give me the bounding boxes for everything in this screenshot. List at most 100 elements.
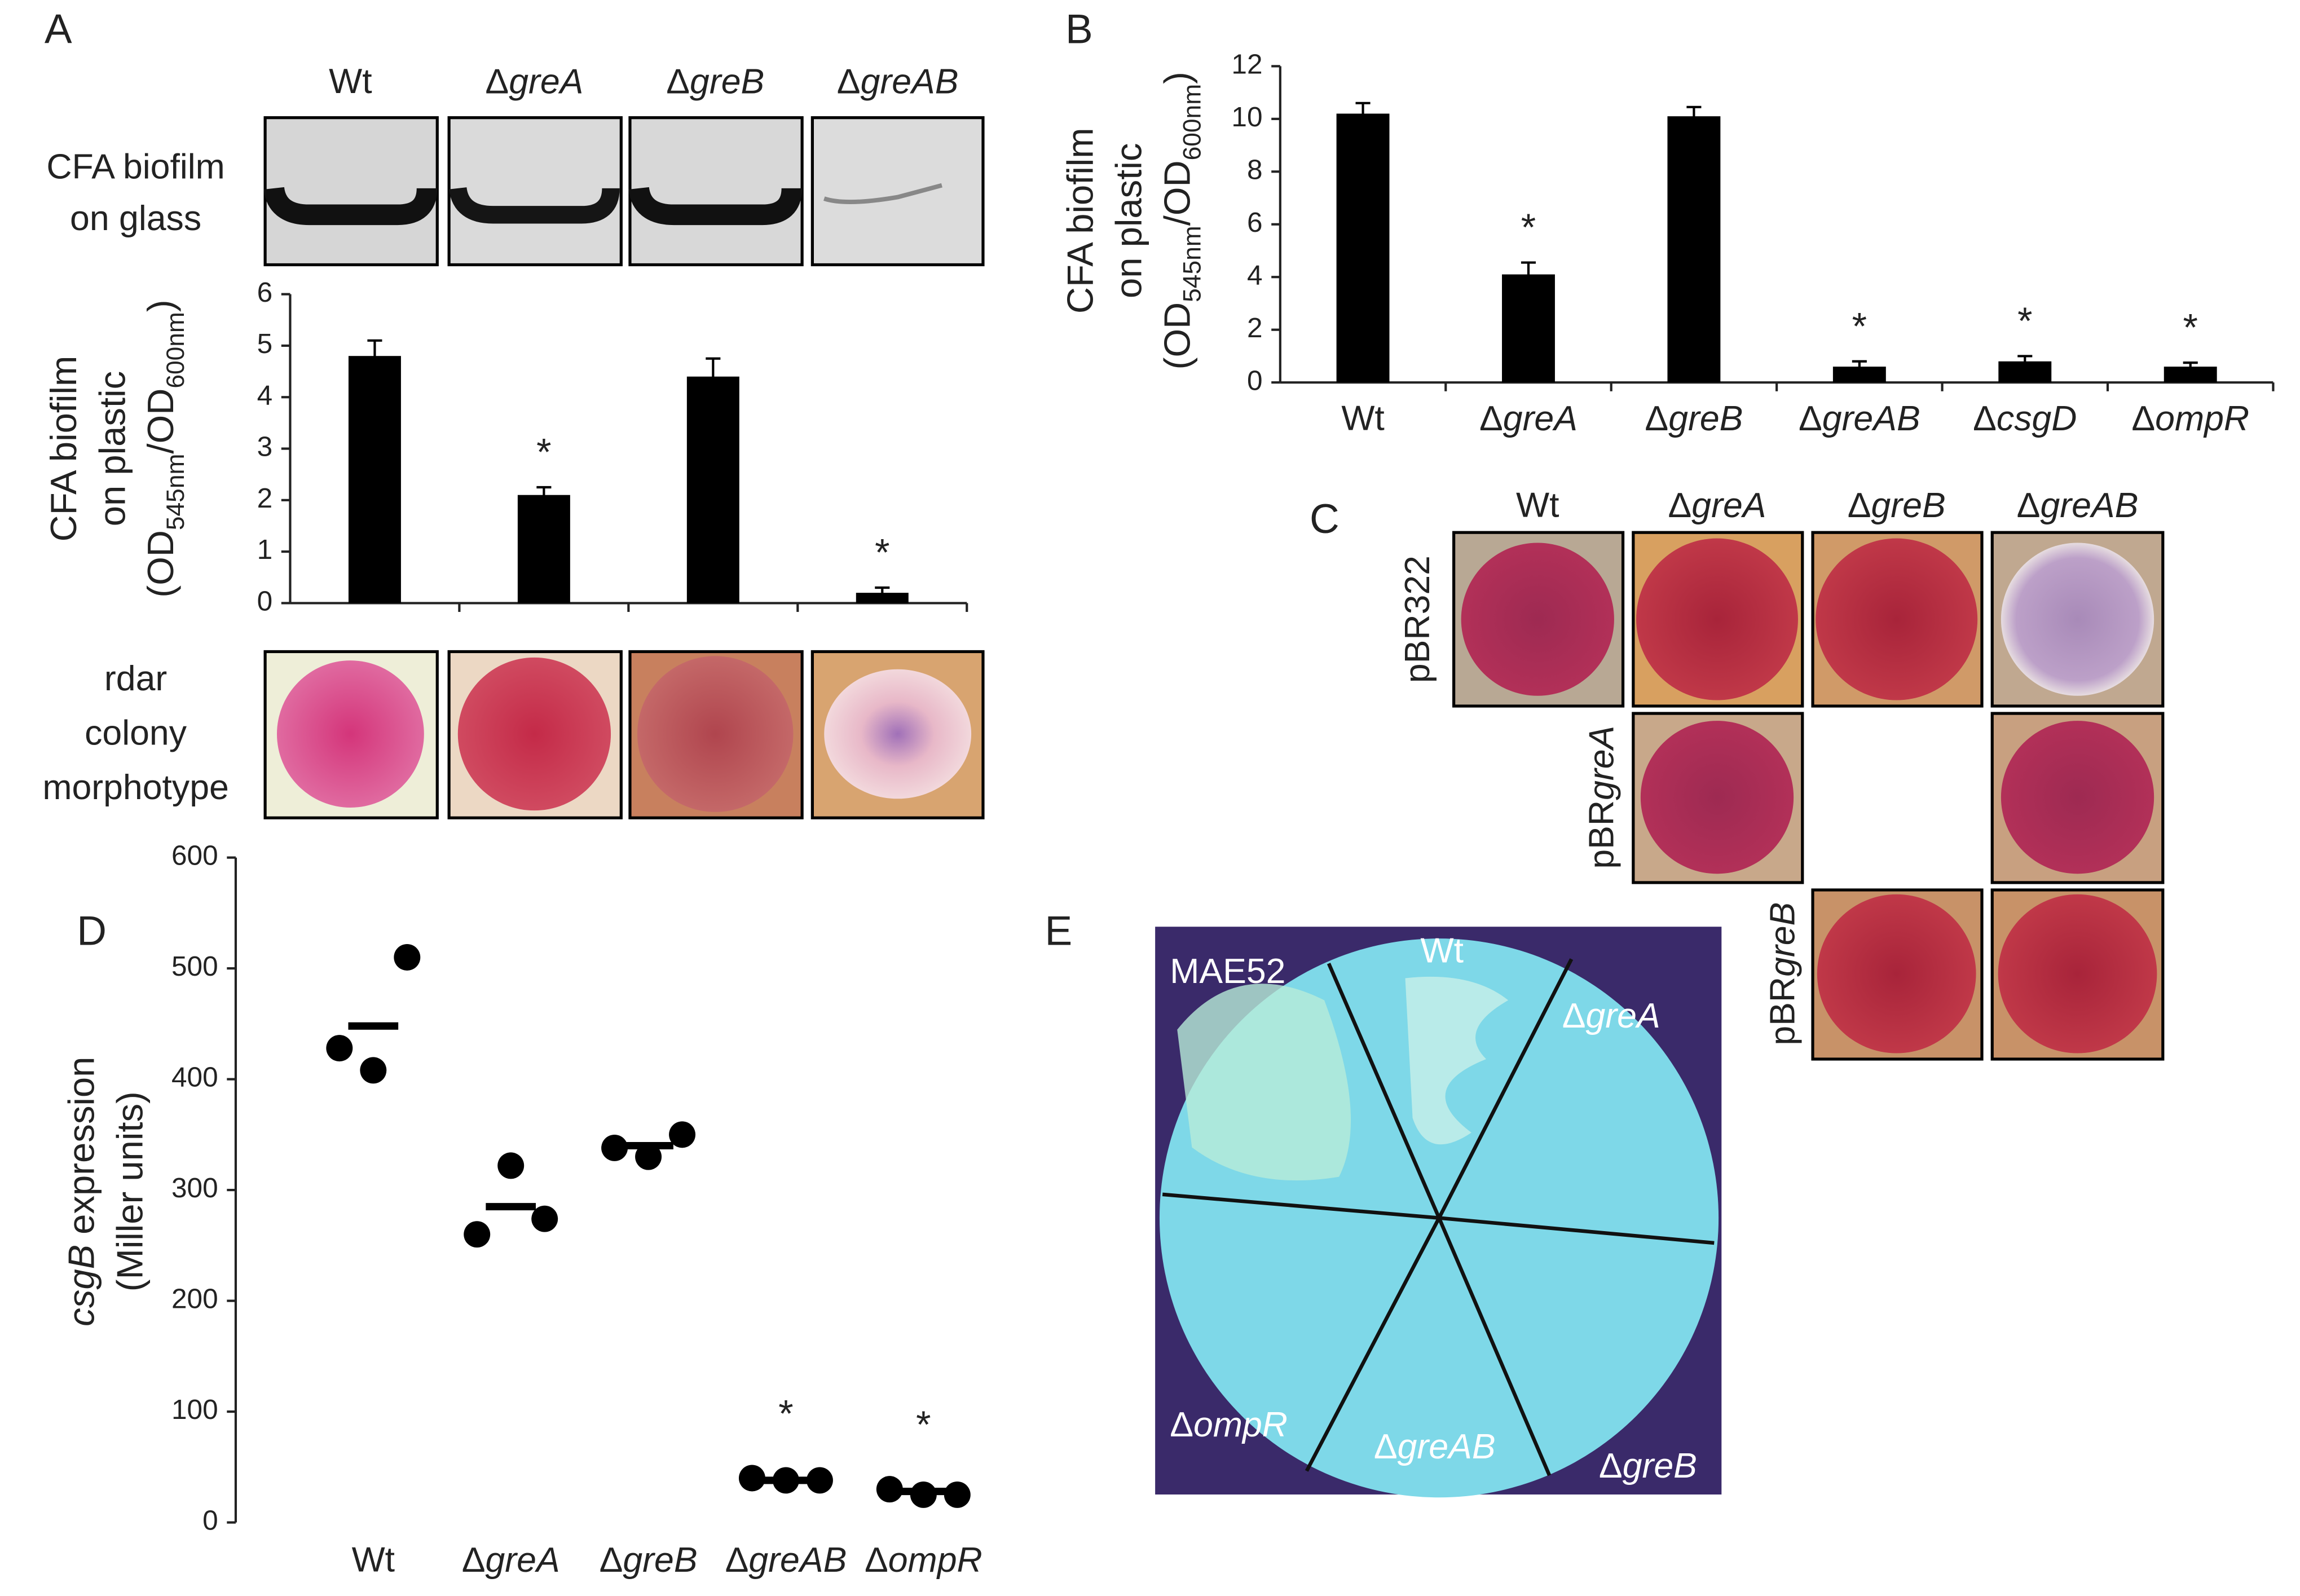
y-axis-label: (Miller units) [109,1091,151,1291]
y-tick-label: 1 [257,534,273,565]
data-point [601,1134,628,1161]
y-tick-label: 6 [1247,206,1263,238]
error-bar [1852,360,1867,373]
y-tick-label: 0 [257,585,273,616]
y-tick-label: 5 [257,328,273,359]
y-axis-label: CFA biofilm [1060,127,1101,314]
y-axis-label-part: (OD [140,530,181,597]
significance: * [536,431,551,474]
y-tick-label: 4 [1247,259,1263,290]
y-axis-label: CFA biofilm [43,356,84,542]
y-axis-label-part: 600nm [162,312,190,389]
data-point [806,1467,833,1494]
photo-row-label: on glass [70,199,201,238]
error-bar [367,339,382,373]
data-point [531,1205,558,1232]
data-point [394,944,421,971]
data-point [669,1121,696,1148]
glass-photos [263,116,985,267]
column-label: ΔgreAB [2017,485,2139,524]
data-point [326,1035,353,1062]
x-tick-label: ΔgreA [485,61,583,101]
plate-label: Wt [1421,931,1464,971]
x-tick-label: ΔgreAB [837,61,959,101]
x-tick-label: ΔgreAB [725,1540,847,1580]
plate-label: MAE52 [1170,951,1285,991]
bar [686,376,739,603]
data-point [738,1465,765,1492]
x-tick-label: ΔcsgD [1973,399,2077,438]
row-label: pBR322 [1398,555,1437,683]
y-tick-label: 100 [171,1394,218,1425]
y-axis-label-part: 545nm [162,454,190,531]
y-axis-label: (OD545nm/OD600nm) [140,299,190,597]
bar [348,356,401,603]
photo-row-label: rdar [104,659,167,698]
plate-label: ΔgreA [1562,995,1660,1035]
y-axis-label-part: ) [1157,72,1198,84]
column-label: ΔgreA [1668,485,1766,524]
data-point [360,1057,387,1084]
plate-label: ΔgreAB [1374,1427,1496,1466]
data-point [944,1481,971,1508]
x-tick-label: Wt [329,61,372,101]
x-tick-label: ΔgreA [462,1540,560,1580]
significance: * [2017,300,2032,342]
x-tick-label: ΔgreB [666,61,764,101]
y-tick-label: 500 [171,950,218,982]
data-point [635,1143,662,1170]
significance: * [916,1404,931,1446]
y-tick-label: 8 [1247,153,1263,185]
y-tick-label: 400 [171,1061,218,1093]
data-point [497,1152,525,1179]
plasmid-photos [1452,531,2165,1061]
y-axis-label-part: 600nm [1179,84,1206,161]
y-tick-label: 200 [171,1283,218,1315]
photo-row-label: colony [85,713,187,753]
y-axis-label-part: 545nm [1179,226,1206,302]
x-tick-label: Wt [1341,399,1384,438]
y-axis-label: on plastic [91,371,133,526]
colony-photos [263,650,985,819]
error-bar [1686,105,1702,127]
significance: * [2183,307,2198,349]
y-tick-label: 0 [202,1505,218,1536]
y-tick-label: 6 [257,276,273,308]
error-bar [536,486,552,504]
error-bar [1521,261,1536,288]
error-bar [2183,361,2198,372]
significance: * [778,1392,793,1435]
y-tick-label: 600 [171,840,218,871]
error-bar [1355,102,1371,126]
y-axis-label-part: /OD [140,389,181,454]
y-tick-label: 300 [171,1172,218,1203]
y-axis-label-part: /OD [1157,160,1198,226]
y-tick-label: 2 [1247,312,1263,343]
y-tick-label: 2 [257,482,273,514]
x-tick-label: ΔgreB [1645,399,1743,438]
y-axis-label-part: (OD [1157,302,1198,369]
panel-label: D [77,909,107,954]
photo-row-label: morphotype [42,768,228,807]
plate-photo [1155,927,1722,1498]
y-tick-label: 10 [1231,101,1262,133]
data-point [464,1221,491,1248]
x-tick-label: ΔompR [2131,399,2249,438]
panel-label: E [1045,909,1073,954]
y-tick-label: 3 [257,431,273,462]
data-point [876,1476,903,1503]
significance: * [1852,305,1867,347]
panel-label: A [45,7,72,52]
x-tick-label: ΔgreAB [1799,399,1920,438]
column-label: ΔgreB [1848,485,1946,524]
x-tick-label: ΔgreB [600,1540,698,1580]
plate-label: ΔompR [1170,1405,1288,1444]
y-axis-label: csgB expression [61,1057,102,1326]
y-tick-label: 12 [1231,48,1262,80]
panel-label: C [1310,496,1340,542]
error-bar [875,586,890,599]
column-label: Wt [1516,485,1559,524]
row-label: pBRgreB [1763,902,1802,1046]
